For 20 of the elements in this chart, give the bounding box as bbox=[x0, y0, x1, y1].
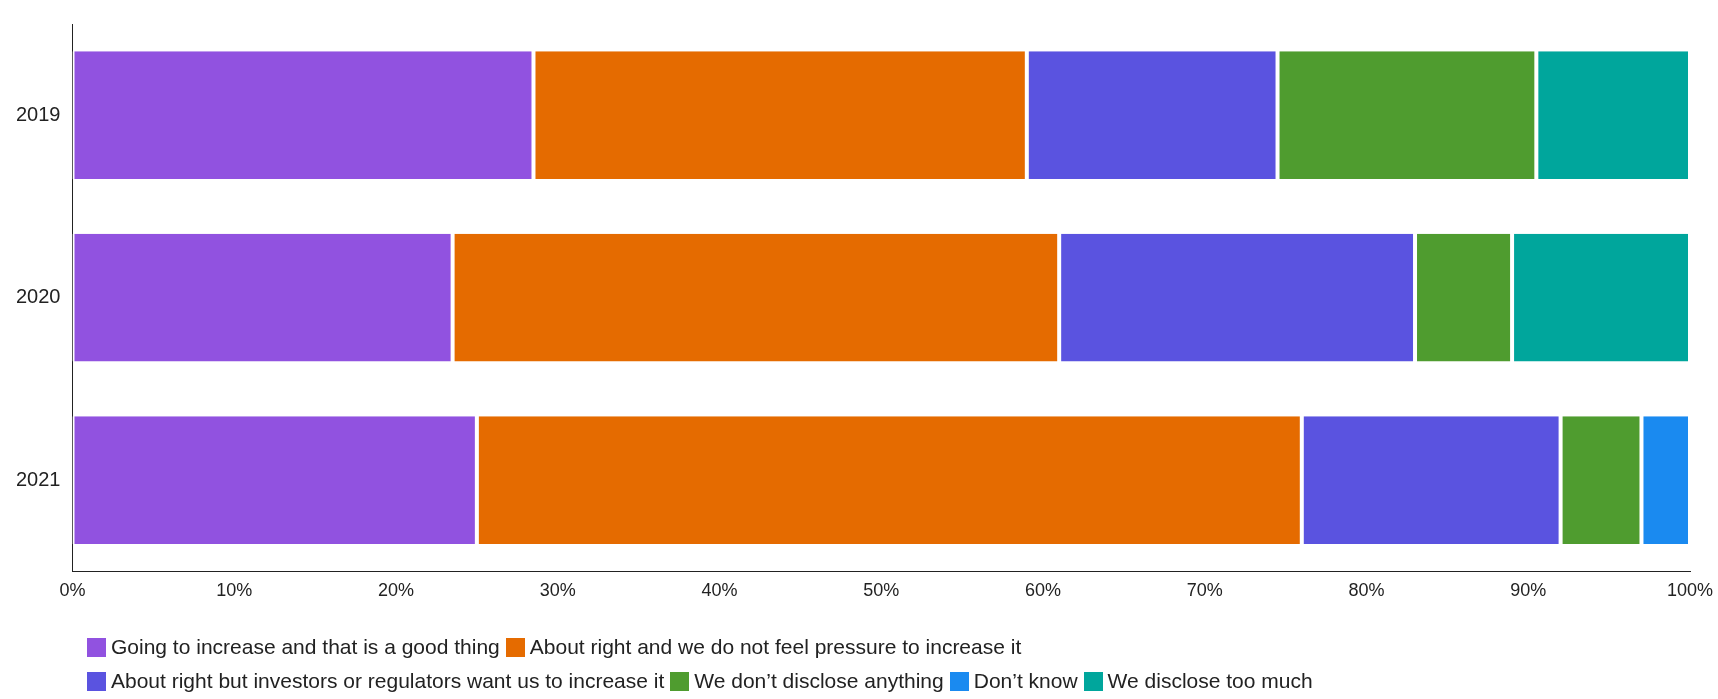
x-tick-label: 50% bbox=[863, 580, 900, 601]
x-tick-label: 90% bbox=[1510, 580, 1547, 601]
x-tick-label: 100% bbox=[1666, 580, 1714, 601]
x-tick-label: 20% bbox=[377, 580, 415, 601]
x-tick-label: 40% bbox=[701, 580, 738, 601]
x-tick-label: 80% bbox=[1348, 580, 1385, 601]
legend-label: About right and we do not feel pressure to increase it bbox=[528, 634, 1022, 660]
y-tick-label: 2021 bbox=[15, 467, 61, 490]
y-tick-label: 2020 bbox=[15, 285, 61, 308]
legend-label: We don’t disclose anything bbox=[693, 668, 944, 694]
legend-label: Going to increase and that is a good thing bbox=[110, 634, 500, 660]
legend-label: We disclose too much bbox=[1106, 668, 1313, 694]
x-tick-label: 70% bbox=[1186, 580, 1223, 601]
y-tick-label: 2019 bbox=[15, 102, 61, 125]
x-tick-label: 30% bbox=[539, 580, 576, 601]
x-tick-label: 0% bbox=[59, 580, 86, 601]
x-tick-label: 60% bbox=[1024, 580, 1062, 601]
legend-label: Don’t know bbox=[972, 668, 1078, 694]
legend-label: About right but investors or regulators want us to increase it bbox=[110, 668, 665, 694]
x-tick-label: 10% bbox=[216, 580, 253, 601]
